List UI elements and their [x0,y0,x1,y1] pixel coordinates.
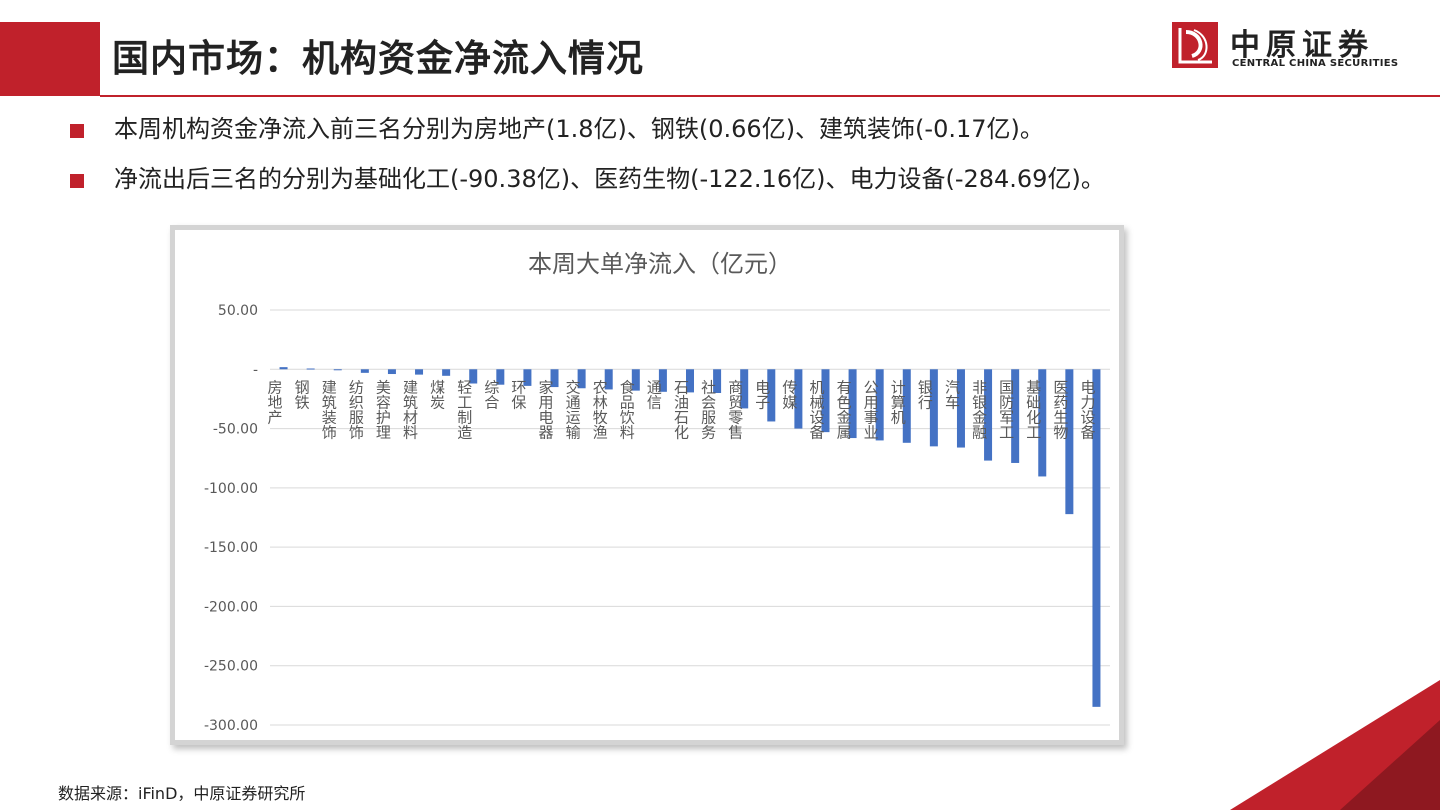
x-category-label: 建筑装饰 [320,379,338,439]
x-category-label: 综合 [482,379,500,409]
y-tick-label: - [253,362,258,378]
chart-bar [658,369,667,392]
x-category-label: 机械设备 [807,379,825,439]
chart-bar [1038,369,1047,477]
chart-title: 本周大单净流入（亿元） [528,250,792,278]
x-category-label: 商贸零售 [726,379,744,439]
chart-bar [415,369,424,375]
y-tick-label: -150.00 [204,540,258,556]
chart-bar [360,369,369,373]
x-category-label: 环保 [509,379,527,409]
x-category-label: 医药生物 [1051,379,1069,440]
chart-bar [1092,369,1101,707]
chart-bar [686,369,694,393]
chart-bar [984,369,993,461]
x-category-label: 轻工制造 [455,379,473,440]
y-tick-label: -250.00 [204,659,258,675]
x-category-label: 食品饮料 [618,379,636,439]
net-inflow-bar-chart: 本周大单净流入（亿元） 50.00 - -50.00 -100.00 -150.00 -20… [204,250,1110,734]
y-tick-label: -100.00 [204,481,258,497]
chart-bar [631,369,640,391]
x-category-label: 电力设备 [1078,379,1096,439]
bullet-square-icon [70,124,84,138]
x-category-label: 电子 [753,379,771,409]
chart-bar [767,369,776,422]
chart-bar [577,369,586,389]
x-category-label: 基础化工 [1024,379,1042,439]
bullet-square-icon [70,174,84,188]
chart-bar [333,369,342,371]
chart-bar [1065,369,1074,515]
corner-decoration [1230,680,1440,810]
x-category-label: 国防军工 [997,379,1015,439]
chart-bar [442,369,451,376]
y-tick-label: -200.00 [204,599,258,615]
x-category-label: 石油石化 [672,379,690,439]
x-category-label: 通信 [645,379,663,409]
chart-bar [902,369,911,443]
logo-english-text: CENTRAL CHINA SECURITIES [1232,58,1399,69]
x-category-label: 社会服务 [699,379,717,440]
chart-bar [279,367,288,370]
x-category-label: 煤炭 [428,379,446,409]
x-category-label: 交通运输 [564,378,582,439]
chart-bar [306,368,315,370]
company-logo: 中原证券 CENTRAL CHINA SECURITIES [1172,22,1412,76]
chart-bar [387,369,396,375]
bullet-text: 净流出后三名的分别为基础化工(-90.38亿)、医药生物(-122.16亿)、电… [114,165,1105,193]
logo-mark-icon [1172,22,1218,68]
data-source-note: 数据来源：iFinD，中原证券研究所 [58,784,306,803]
x-category-label: 公用事业 [862,379,880,439]
title-underline [100,95,1440,97]
x-category-label: 有色金属 [835,379,853,439]
chart-bar [550,369,559,388]
x-category-label: 计算机 [889,379,907,425]
chart-bar [604,369,613,390]
chart-bar [523,369,532,386]
page-title: 国内市场：机构资金净流入情况 [112,37,644,80]
bullet-text: 本周机构资金净流入前三名分别为房地产(1.8亿)、钢铁(0.66亿)、建筑装饰(… [114,115,1044,143]
x-category-label: 非银金融 [970,379,988,439]
y-tick-label: 50.00 [218,303,258,319]
chart-bar [496,369,505,385]
x-category-label: 纺织服饰 [347,379,365,439]
chart-bar [821,369,830,433]
y-tick-label: -50.00 [213,422,258,438]
title-accent-bar [0,22,100,96]
y-tick-label: -300.00 [204,718,258,734]
chart-bar [848,369,857,439]
chart-bar [469,369,478,384]
x-category-label: 传媒 [780,379,798,409]
logo-chinese-text: 中原证券 [1230,28,1374,63]
x-category-label: 银行 [916,379,934,410]
chart-bar [740,369,749,409]
chart-bar [713,369,722,393]
chart-bar [956,369,965,448]
x-category-label: 汽车 [943,379,961,409]
x-category-label: 农林牧渔 [591,379,609,439]
x-category-label: 建筑材料 [401,379,419,439]
x-category-label: 房地产 [266,379,284,424]
chart-frame: 本周大单净流入（亿元） 50.00 - -50.00 -100.00 -150.00 -20… [170,225,1124,745]
chart-bar [794,369,803,429]
chart-bar [929,369,938,447]
chart-bar [1011,369,1020,463]
x-category-label: 家用电器 [537,379,555,439]
x-category-label: 钢铁 [293,379,311,409]
x-category-label: 美容护理 [374,379,392,439]
chart-bar [875,369,884,441]
